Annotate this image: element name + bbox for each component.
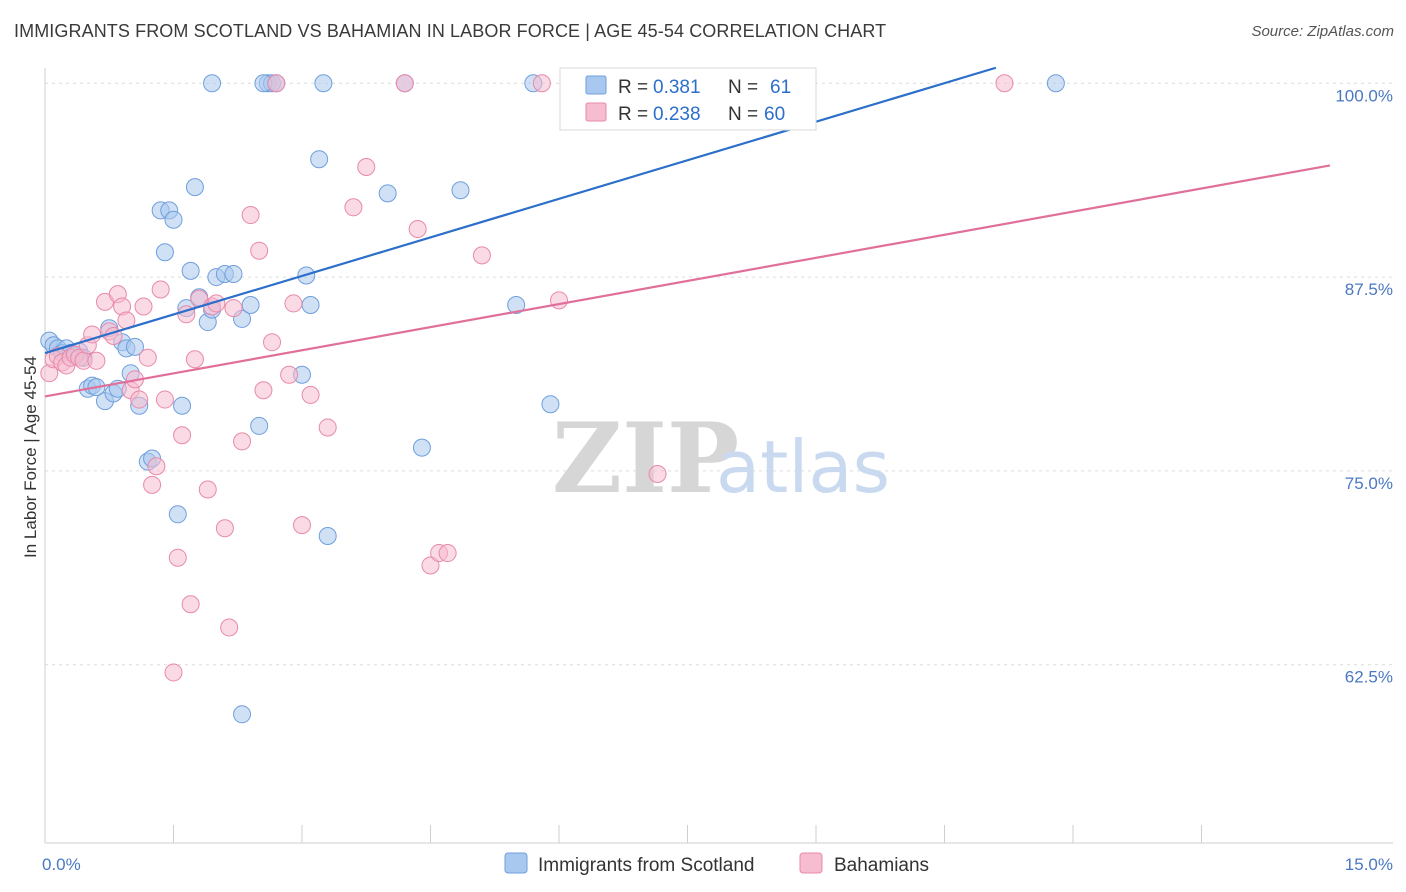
point-blue-37 [224, 264, 243, 283]
y-axis-label: In Labor Force | Age 45-54 [21, 356, 40, 558]
point-blue-24 [155, 243, 174, 262]
x-tick-label-1: 15.0% [1345, 855, 1393, 874]
bottom-legend-swatch-scotland [504, 852, 528, 874]
point-pink-11 [87, 351, 106, 370]
point-pink-34 [198, 480, 217, 499]
point-pink-46 [280, 365, 299, 384]
point-pink-32 [185, 350, 204, 369]
y-tick-label-2: 75.0% [1345, 474, 1393, 493]
legend-swatch-blue [585, 75, 607, 95]
point-pink-26 [155, 390, 174, 409]
y-tick-label-3: 62.5% [1345, 668, 1393, 687]
point-pink-59 [532, 74, 551, 93]
point-blue-58 [541, 395, 560, 414]
point-blue-40 [250, 416, 269, 435]
point-pink-47 [284, 294, 303, 313]
point-pink-42 [250, 241, 269, 260]
point-pink-55 [421, 556, 440, 575]
y-tick-label-1: 87.5% [1345, 280, 1393, 299]
source-label: Source: ZipAtlas.com [1251, 23, 1394, 40]
point-pink-22 [138, 348, 157, 367]
point-pink-51 [344, 198, 363, 217]
point-pink-24 [147, 457, 166, 476]
bottom-legend-label-scotland: Immigrants from Scotland [538, 855, 754, 876]
point-blue-43 [203, 74, 222, 93]
point-blue-51 [318, 527, 337, 546]
point-pink-27 [164, 663, 183, 682]
point-pink-23 [143, 475, 162, 494]
x-tick-label-0: 0.0% [42, 855, 81, 874]
legend-r-label-0: R = [618, 77, 648, 98]
point-blue-50 [314, 74, 333, 93]
point-pink-20 [130, 390, 149, 409]
point-pink-29 [173, 426, 192, 445]
trend-line-pink [44, 164, 1331, 398]
point-pink-38 [220, 618, 239, 637]
point-pink-52 [357, 157, 376, 176]
chart-title: IMMIGRANTS FROM SCOTLAND VS BAHAMIAN IN … [14, 21, 887, 41]
point-pink-25 [151, 280, 170, 299]
point-pink-21 [134, 297, 153, 316]
trend-line-blue [44, 66, 997, 355]
grid-lines [45, 82, 1393, 666]
point-pink-60 [550, 291, 568, 310]
point-pink-58 [472, 246, 491, 265]
point-blue-52 [378, 184, 397, 203]
point-pink-44 [263, 333, 282, 352]
point-pink-31 [181, 595, 200, 614]
series-immigrants-from-scotland-points [40, 74, 1065, 724]
point-blue-60 [233, 705, 252, 724]
axes [44, 68, 1393, 844]
point-blue-19 [125, 337, 144, 356]
legend-swatch-pink [585, 102, 607, 122]
point-pink-37 [215, 519, 234, 538]
point-blue-28 [173, 396, 192, 415]
point-blue-30 [181, 261, 200, 280]
y-tick-labels: 100.0% 87.5% 75.0% 62.5% [1335, 86, 1393, 686]
point-pink-62 [995, 74, 1014, 93]
series-legend: Immigrants from Scotland Bahamians [504, 852, 929, 876]
legend-r-value-1: 0.238 [653, 104, 701, 125]
series-bahamians-points [40, 74, 1014, 682]
legend-n-value-0: 61 [770, 77, 791, 98]
point-blue-56 [507, 295, 526, 314]
legend-n-value-1: 60 [764, 104, 785, 125]
watermark-zip: ZIP [552, 402, 739, 515]
point-blue-31 [185, 178, 204, 197]
point-pink-61 [648, 464, 667, 483]
legend-r-label-1: R = [618, 104, 648, 125]
point-pink-50 [318, 418, 337, 437]
y-tick-label-0: 100.0% [1335, 86, 1393, 105]
point-pink-28 [168, 548, 187, 567]
point-blue-27 [168, 505, 187, 524]
point-blue-39 [241, 295, 260, 314]
point-blue-55 [451, 181, 470, 200]
point-pink-49 [301, 385, 320, 404]
point-pink-45 [267, 74, 286, 93]
x-tick-labels: 0.0% 15.0% [42, 855, 1393, 874]
point-blue-48 [301, 295, 320, 314]
trend-lines [44, 66, 1331, 398]
legend-n-label-0: N = [728, 77, 758, 98]
point-pink-48 [293, 516, 311, 535]
watermark-atlas: atlas [716, 425, 890, 509]
correlation-legend: R = 0.381 N = 61 R = 0.238 N = 60 [559, 67, 817, 131]
point-pink-54 [408, 220, 427, 239]
point-pink-39 [224, 299, 243, 318]
point-blue-26 [164, 210, 183, 229]
legend-r-value-0: 0.381 [653, 77, 701, 98]
point-blue-59 [1046, 74, 1065, 93]
bottom-legend-swatch-bahamians [799, 852, 823, 874]
point-pink-53 [395, 74, 414, 93]
bottom-legend-label-bahamians: Bahamians [834, 855, 929, 876]
watermark: ZIP atlas [552, 402, 890, 515]
point-pink-41 [241, 206, 260, 225]
point-blue-49 [310, 150, 329, 169]
point-pink-43 [254, 381, 273, 400]
point-pink-40 [233, 432, 252, 451]
legend-n-label-1: N = [728, 104, 758, 125]
point-blue-54 [412, 438, 431, 457]
point-pink-57 [438, 544, 457, 563]
